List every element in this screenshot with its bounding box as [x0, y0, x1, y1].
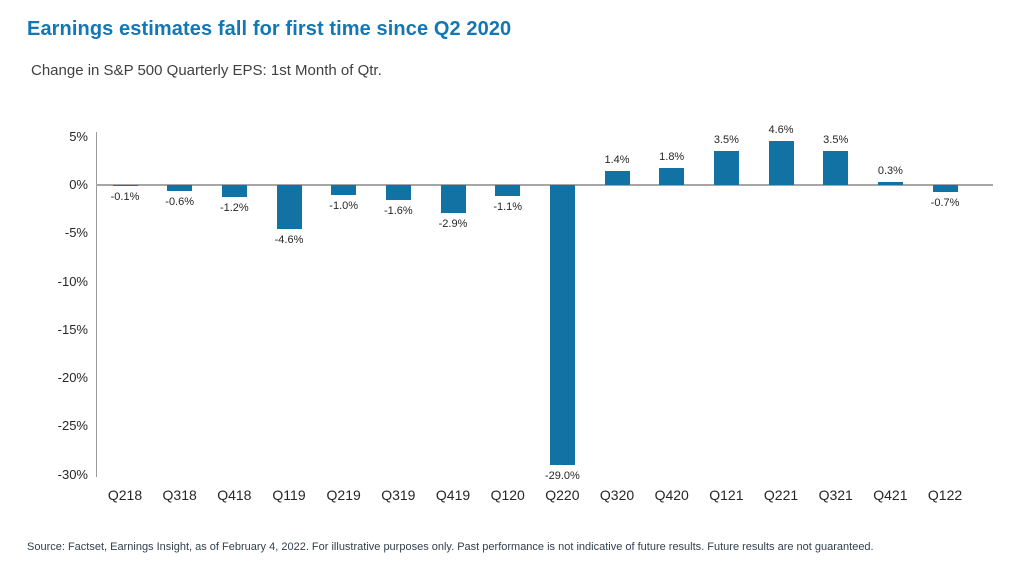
bar-value-label: 3.5%	[823, 134, 849, 147]
bar-value-label: -1.1%	[493, 200, 523, 213]
x-category-label: Q221	[763, 487, 799, 503]
x-category-label: Q321	[818, 487, 853, 503]
source-note: Source: Factset, Earnings Insight, as of…	[27, 541, 874, 553]
bar	[823, 151, 849, 185]
y-tick-label: 5%	[69, 128, 88, 144]
bar-value-label: -1.6%	[383, 205, 413, 218]
bar	[167, 185, 193, 191]
bar	[877, 182, 903, 185]
y-tick-label: -30%	[57, 466, 88, 482]
x-category-label: Q122	[927, 487, 963, 503]
y-tick-label: -15%	[57, 321, 88, 337]
x-category-label: Q421	[873, 487, 908, 503]
bar-value-label: 3.5%	[713, 134, 739, 147]
y-tick-label: -25%	[57, 418, 88, 434]
bar	[659, 167, 685, 185]
bar-value-label: -4.6%	[274, 234, 304, 247]
x-category-label: Q419	[435, 487, 471, 503]
x-category-label: Q319	[381, 487, 416, 503]
bar	[112, 185, 138, 186]
bar	[549, 185, 575, 466]
page-title: Earnings estimates fall for first time s…	[27, 18, 512, 40]
y-tick-label: 0%	[69, 177, 88, 192]
x-category-label: Q318	[162, 487, 197, 503]
zero-baseline	[96, 184, 993, 186]
y-tick-label: -20%	[57, 370, 88, 386]
bar-value-label: 4.6%	[768, 123, 794, 136]
y-tick-label: -5%	[64, 225, 88, 241]
y-axis-line	[96, 132, 97, 477]
bar-value-label: 1.8%	[659, 150, 685, 163]
x-category-label: Q219	[326, 487, 361, 503]
x-category-label: Q420	[654, 487, 689, 503]
chart-subtitle: Change in S&P 500 Quarterly EPS: 1st Mon…	[31, 62, 382, 79]
x-category-label: Q121	[709, 487, 744, 503]
bar	[221, 185, 247, 197]
bar-value-label: -0.7%	[930, 196, 960, 209]
bar	[768, 140, 794, 185]
bar	[385, 185, 411, 201]
bar-value-label: -0.1%	[110, 191, 140, 203]
x-category-label: Q218	[107, 487, 143, 503]
bar-value-label: -29.0%	[544, 470, 580, 483]
bar-value-label: -2.9%	[438, 218, 468, 230]
y-tick-label: -10%	[57, 273, 88, 289]
bar-value-label: -1.2%	[219, 201, 249, 214]
x-category-label: Q220	[545, 487, 580, 503]
bar-value-label: 0.3%	[877, 165, 903, 178]
bar	[932, 185, 958, 192]
bar	[440, 185, 466, 213]
bar	[604, 171, 630, 185]
x-category-label: Q320	[599, 487, 635, 503]
bar-value-label: -0.6%	[165, 195, 195, 208]
bar	[495, 185, 521, 196]
bar-value-label: 1.4%	[604, 154, 630, 167]
x-category-label: Q418	[217, 487, 252, 503]
bar	[331, 185, 357, 195]
x-category-label: Q119	[272, 487, 306, 503]
bar	[276, 185, 302, 230]
x-category-label: Q120	[490, 487, 525, 503]
bar-value-label: -1.0%	[329, 199, 359, 212]
bar	[713, 151, 739, 185]
